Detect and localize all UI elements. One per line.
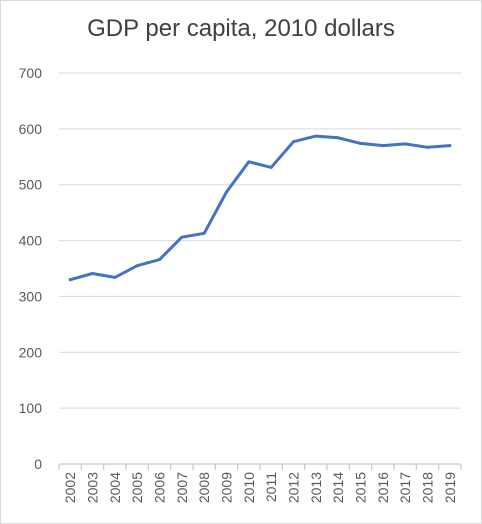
- data-point: [269, 165, 273, 169]
- y-tick-label: 200: [19, 344, 43, 360]
- x-tick-label: 2009: [219, 472, 235, 503]
- data-point: [113, 275, 117, 279]
- y-tick-label: 600: [19, 121, 43, 137]
- data-point: [91, 272, 94, 276]
- data-point: [448, 144, 452, 148]
- data-point: [381, 144, 385, 148]
- data-point: [426, 145, 429, 149]
- x-tick-label: 2017: [397, 472, 413, 503]
- x-tick-label: 2015: [353, 472, 369, 503]
- data-point: [336, 136, 340, 140]
- data-point: [314, 134, 318, 138]
- x-tick-label: 2019: [442, 472, 458, 503]
- data-point: [403, 142, 407, 146]
- data-point: [180, 235, 184, 239]
- x-tick-label: 2014: [330, 472, 346, 503]
- x-tick-label: 2003: [85, 472, 101, 503]
- x-tick-label: 2012: [286, 472, 302, 503]
- x-tick-label: 2016: [375, 472, 391, 503]
- x-tick-label: 2007: [174, 472, 190, 503]
- data-point: [135, 264, 139, 268]
- data-point: [247, 160, 251, 164]
- y-tick-label: 500: [19, 177, 43, 193]
- y-tick-label: 400: [19, 233, 43, 249]
- y-tick-label: 300: [19, 288, 43, 304]
- data-point: [359, 141, 362, 145]
- x-tick-label: 2013: [308, 472, 324, 503]
- y-tick-label: 700: [19, 65, 43, 81]
- chart-title: GDP per capita, 2010 dollars: [87, 15, 395, 42]
- y-tick-label: 100: [19, 400, 43, 416]
- y-tick-label: 0: [34, 456, 42, 472]
- data-point: [225, 190, 228, 194]
- x-tick-label: 2004: [107, 472, 123, 503]
- data-point: [202, 231, 206, 235]
- data-point: [158, 258, 161, 262]
- x-tick-label: 2018: [420, 472, 436, 503]
- x-tick-label: 2011: [263, 472, 279, 502]
- series-line: [68, 134, 452, 282]
- x-tick-label: 2010: [241, 472, 257, 503]
- x-tick-label: 2005: [129, 472, 145, 503]
- data-point: [68, 278, 72, 282]
- x-tick-label: 2002: [62, 472, 78, 503]
- x-tick-label: 2008: [196, 472, 212, 503]
- data-point: [292, 140, 295, 144]
- x-tick-label: 2006: [152, 472, 168, 503]
